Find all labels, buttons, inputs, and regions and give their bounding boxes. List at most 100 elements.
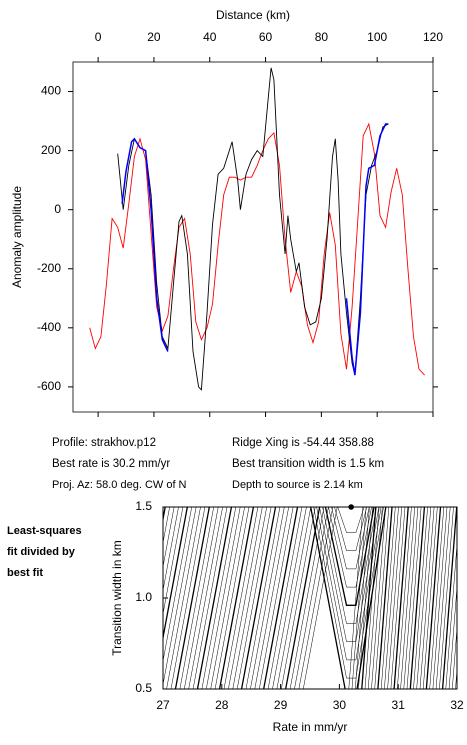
x-tick-label: 29	[274, 698, 288, 712]
contour-line	[348, 507, 364, 689]
contour-line	[163, 507, 197, 686]
x-axis-title: Distance (km)	[216, 8, 290, 22]
y-tick-label: 1.5	[135, 499, 152, 513]
contour-line	[254, 507, 289, 689]
contour-line	[432, 507, 448, 689]
contour-line	[163, 507, 170, 545]
contour-line	[409, 507, 426, 689]
data-line	[121, 123, 389, 376]
contour-line	[413, 507, 428, 689]
contour-line	[192, 507, 228, 689]
data-line	[117, 67, 389, 391]
x-tick-label: 40	[203, 30, 217, 44]
x-axis-title: Rate in mm/yr	[273, 720, 348, 734]
x-tick-label: 30	[333, 698, 347, 712]
contour-line	[400, 507, 415, 689]
y-tick-label: -200	[37, 261, 61, 275]
contour-line	[201, 507, 237, 689]
contour-line	[174, 507, 210, 689]
contour-line	[422, 507, 438, 689]
contour-line	[236, 507, 272, 689]
side-note: fit divided by	[7, 546, 76, 558]
contour-line	[206, 507, 241, 689]
x-tick-label: 31	[392, 698, 406, 712]
contour-line	[228, 507, 263, 689]
x-tick-label: 100	[367, 30, 387, 44]
contour-line	[163, 507, 192, 663]
x-tick-label: 60	[259, 30, 273, 44]
contour-line	[425, 507, 442, 689]
contour-line	[319, 507, 380, 642]
y-tick-label: 0	[54, 202, 61, 216]
contour-line	[218, 507, 255, 689]
contour-line	[441, 507, 457, 689]
contour-line	[316, 507, 382, 661]
contour-line	[166, 507, 201, 689]
contour-line	[272, 507, 307, 689]
contour-line	[259, 507, 294, 689]
info-text: Depth to source is 2.14 km	[232, 479, 363, 491]
contour-line	[462, 503, 467, 692]
contour-line	[163, 507, 188, 641]
contour-line	[358, 507, 373, 689]
y-tick-label: 0.5	[135, 681, 152, 695]
contour-line	[310, 507, 387, 689]
contour-line	[351, 507, 367, 689]
x-tick-label: 32	[450, 698, 464, 712]
info-text: Best rate is 30.2 mm/yr	[52, 458, 170, 470]
side-note: best fit	[7, 567, 43, 579]
y-axis-title: Transition width in km	[110, 540, 124, 656]
contour-line	[397, 507, 412, 689]
contour-line	[384, 507, 399, 689]
contour-line	[403, 507, 419, 689]
x-tick-label: 28	[215, 698, 229, 712]
info-text: Profile: strakhov.p12	[52, 437, 156, 449]
contour-line	[448, 583, 457, 689]
contour-line	[380, 507, 396, 689]
x-tick-label: 120	[423, 30, 443, 44]
contour-line	[367, 507, 383, 689]
contour-line	[331, 507, 370, 570]
contour-line	[374, 507, 390, 689]
y-tick-label: -600	[37, 379, 61, 393]
contour-line	[263, 507, 299, 689]
contour-line	[223, 507, 259, 689]
profile-frame	[72, 61, 434, 413]
side-note: Least-squares	[7, 525, 82, 537]
y-tick-label: 1.0	[135, 590, 152, 604]
contour-line	[355, 507, 370, 689]
contour-line	[439, 507, 454, 689]
contour-line	[387, 507, 402, 689]
x-tick-label: 20	[147, 30, 161, 44]
contour-line	[267, 507, 303, 689]
info-text: Best transition width is 1.5 km	[232, 458, 384, 470]
contour-line	[322, 507, 377, 624]
contour-line	[334, 507, 367, 551]
contour-line	[250, 507, 285, 689]
contour-line	[435, 507, 451, 689]
x-tick-label: 80	[315, 30, 329, 44]
x-tick-label: 27	[156, 698, 170, 712]
contour-line	[188, 507, 223, 689]
contour-line	[210, 507, 245, 689]
y-axis-title: Anomaly amplitude	[10, 186, 24, 288]
contour-line	[184, 507, 219, 689]
contour-line	[179, 507, 214, 689]
contour-line	[303, 507, 338, 689]
contour-line	[377, 507, 393, 689]
plot-area	[89, 67, 425, 391]
x-tick-label: 0	[95, 30, 102, 44]
contour-line	[285, 507, 321, 689]
contour-line	[289, 507, 325, 689]
contour-line	[393, 507, 409, 689]
best-fit-point	[348, 504, 354, 510]
contour-line	[324, 507, 375, 606]
contour-area	[163, 503, 467, 692]
contour-line	[371, 507, 386, 689]
contour-line	[276, 507, 312, 689]
contour-line	[313, 507, 384, 679]
contour-line	[170, 507, 206, 689]
contour-line	[232, 507, 267, 689]
contour-line	[390, 507, 406, 689]
